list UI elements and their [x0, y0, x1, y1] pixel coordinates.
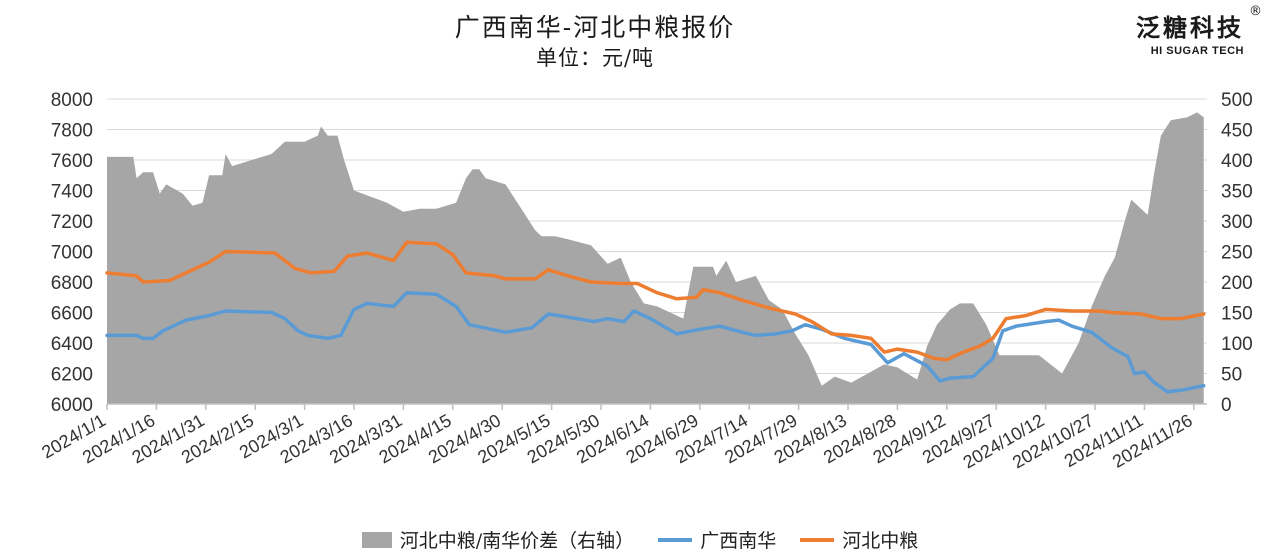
- y-right-tick-label: 150: [1221, 304, 1253, 325]
- y-right-tick-label: 0: [1221, 395, 1232, 416]
- y-left-tick-label: 6800: [51, 273, 93, 294]
- price-lines-layer: [105, 240, 1206, 394]
- legend-swatch-spread: [361, 531, 392, 548]
- brand-logo-text: 泛糖科技: [1136, 14, 1244, 42]
- chart-title: 广西南华-河北中粮报价: [454, 13, 736, 42]
- guangxi-nanhua-line: [105, 290, 1206, 394]
- hebei-cofco-line: [105, 240, 1206, 362]
- spread-area: [107, 112, 1204, 405]
- registered-mark: ®: [1249, 4, 1262, 19]
- legend-item-hebei: 河北中粮: [800, 526, 918, 553]
- y-right-tick-label: 50: [1221, 365, 1242, 386]
- y-left-tick-label: 6000: [51, 395, 93, 416]
- y-right-tick-label: 350: [1221, 182, 1253, 203]
- legend-swatch-hebei: [800, 537, 835, 542]
- y-right-tick-label: 250: [1221, 243, 1253, 264]
- chart-subtitle: 单位：元/吨: [535, 46, 655, 70]
- legend-label-hebei: 河北中粮: [842, 530, 919, 552]
- y-left-tick-label: 6600: [51, 304, 93, 325]
- y-left-tick-label: 7400: [51, 182, 93, 203]
- spread-area-layer: [107, 112, 1204, 405]
- y-left-tick-label: 7600: [51, 151, 93, 172]
- legend-item-guangxi: 广西南华: [658, 526, 776, 553]
- legend-swatch-guangxi: [658, 537, 693, 542]
- brand-logo: 泛糖科技 ® HI SUGAR TECH: [1136, 4, 1262, 57]
- legend-label-guangxi: 广西南华: [700, 530, 777, 552]
- legend-label-spread: 河北中粮/南华价差（右轴）: [399, 530, 635, 552]
- y-left-tick-label: 6400: [51, 334, 93, 355]
- y-right-tick-label: 400: [1221, 151, 1253, 172]
- y-right-tick-label: 450: [1221, 121, 1253, 142]
- y-left-tick-label: 8000: [51, 90, 93, 111]
- y-left-tick-label: 7000: [51, 243, 93, 264]
- chart-legend: 河北中粮/南华价差（右轴） 广西南华 河北中粮: [0, 526, 1280, 553]
- y-left-tick-label: 6200: [51, 365, 93, 386]
- y-right-tick-label: 200: [1221, 273, 1253, 294]
- y-right-tick-label: 100: [1221, 334, 1253, 355]
- y-left-tick-label: 7800: [51, 121, 93, 142]
- brand-logo-subtext: HI SUGAR TECH: [1150, 45, 1244, 57]
- legend-item-spread: 河北中粮/南华价差（右轴）: [361, 526, 635, 553]
- price-chart: 6000 6200 6400 6600 6800 7000 7200 7400 7600 7800…: [38, 90, 1253, 472]
- y-right-tick-label: 300: [1221, 212, 1253, 233]
- y-right-tick-label: 500: [1221, 90, 1253, 111]
- y-left-tick-label: 7200: [51, 212, 93, 233]
